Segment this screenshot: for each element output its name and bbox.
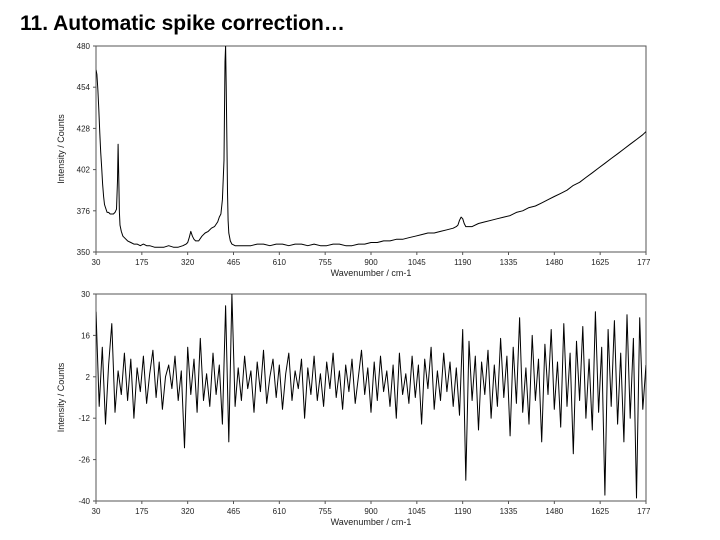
x-tick-label: 755 [318, 258, 332, 267]
x-tick-label: 175 [135, 507, 149, 516]
x-axis-label: Wavenumber / cm-1 [331, 517, 412, 527]
x-tick-label: 1335 [500, 507, 518, 516]
spike-residual-chart: -40 -26 -12 2 16 30 30 175 320 465 610 755 900 1045 11… [56, 290, 650, 527]
x-tick-label: 175 [135, 258, 149, 267]
x-tick-label: 30 [92, 507, 101, 516]
x-tick-label: 1045 [408, 507, 426, 516]
x-tick-label: 1190 [454, 507, 472, 516]
y-tick-label: 2 [86, 373, 91, 382]
x-tick-label: 465 [227, 258, 241, 267]
raw-spectrum-chart: 350 376 402 428 454 480 30 175 320 465 610 755 900 10… [56, 42, 650, 278]
x-tick-label: 1625 [591, 507, 609, 516]
slide-title: 11. Automatic spike correction… [20, 12, 345, 35]
x-tick-label: 465 [227, 507, 241, 516]
y-tick-label: 428 [77, 124, 91, 133]
plot-frame [95, 45, 647, 253]
x-tick-label: 30 [92, 258, 101, 267]
x-tick-label: 1770 [637, 507, 650, 516]
x-tick-label: 900 [364, 258, 378, 267]
y-tick-label: 402 [77, 166, 91, 175]
x-tick-label: 1045 [408, 258, 426, 267]
x-tick-label: 1480 [545, 258, 563, 267]
y-axis-label: Intensity / Counts [56, 362, 66, 432]
series-line [96, 294, 646, 499]
x-tick-label: 900 [364, 507, 378, 516]
series-line [96, 46, 646, 248]
y-tick-label: 376 [77, 207, 91, 216]
x-tick-label: 1335 [500, 258, 518, 267]
x-tick-label: 755 [318, 507, 332, 516]
y-axis-label: Intensity / Counts [56, 114, 66, 184]
y-tick-label: -12 [78, 414, 90, 423]
y-tick-label: -40 [78, 497, 90, 506]
x-tick-label: 320 [181, 258, 195, 267]
y-tick-label: 350 [77, 248, 91, 257]
x-tick-label: 1770 [637, 258, 650, 267]
x-tick-label: 1190 [454, 258, 472, 267]
x-tick-label: 320 [181, 507, 195, 516]
x-tick-label: 1480 [545, 507, 563, 516]
y-tick-label: 454 [77, 83, 91, 92]
y-tick-label: 30 [81, 290, 90, 299]
x-tick-label: 610 [273, 258, 287, 267]
x-tick-label: 1625 [591, 258, 609, 267]
x-axis-label: Wavenumber / cm-1 [331, 268, 412, 278]
x-tick-label: 610 [273, 507, 287, 516]
y-tick-label: 480 [77, 42, 91, 51]
y-tick-label: 16 [81, 331, 90, 340]
y-tick-label: -26 [78, 456, 90, 465]
